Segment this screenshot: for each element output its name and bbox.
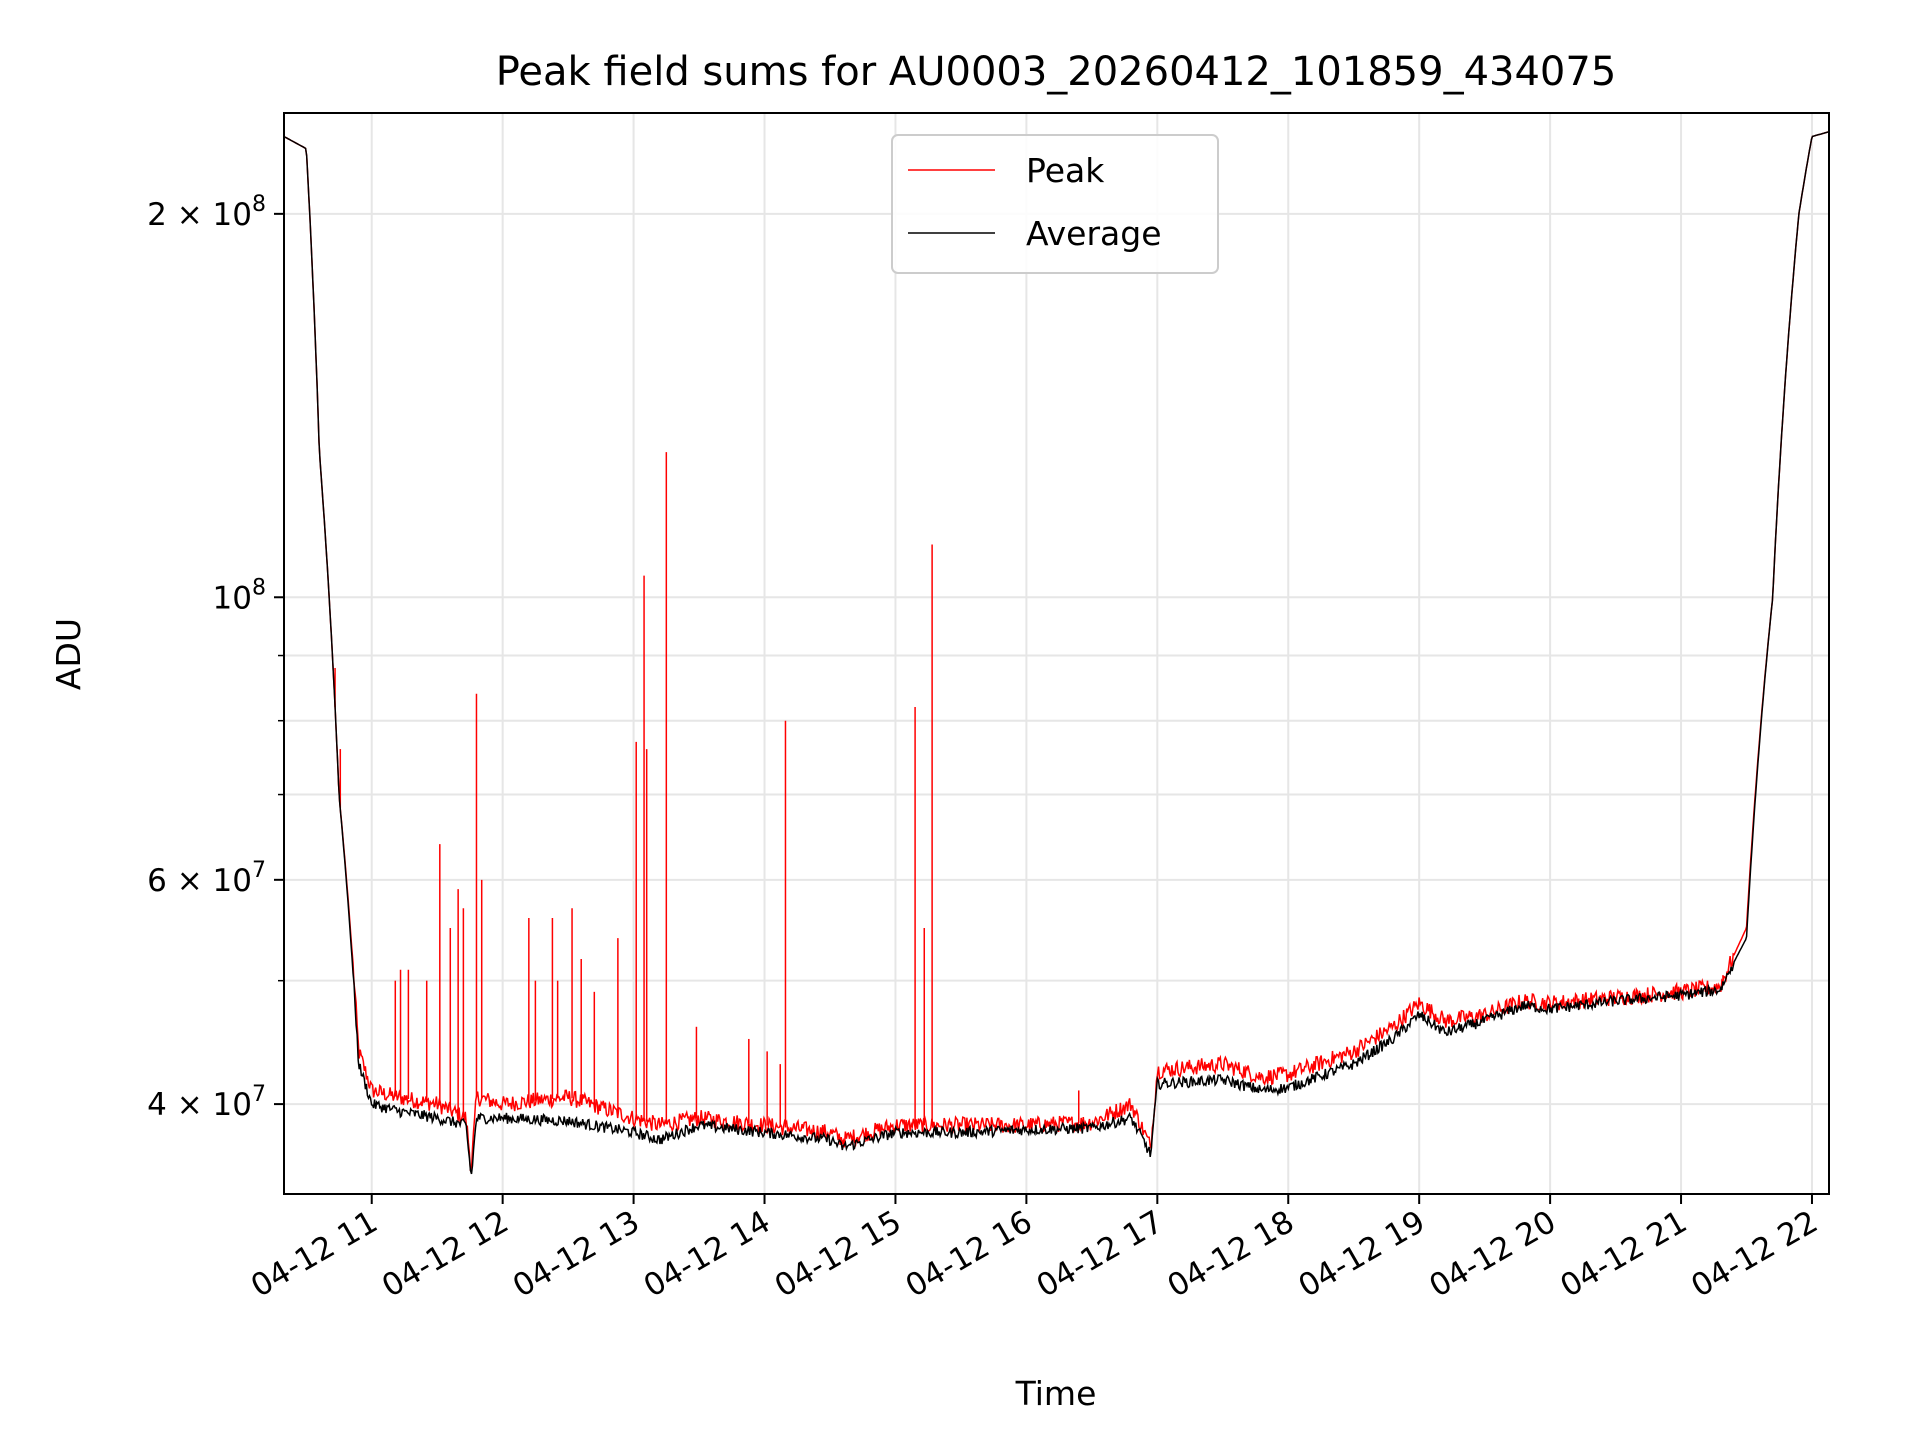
legend-label-average: Average xyxy=(1026,214,1162,253)
legend: Peak Average xyxy=(891,134,1219,274)
series-line-average xyxy=(283,131,1830,1175)
grid xyxy=(284,113,1829,1194)
x-tick-label: 04-12 19 xyxy=(1292,1204,1431,1305)
x-tick-label: 04-12 17 xyxy=(1031,1204,1170,1305)
x-tick-label: 04-12 16 xyxy=(900,1204,1039,1305)
x-tick-label: 04-12 13 xyxy=(507,1204,646,1305)
plot-series xyxy=(283,131,1830,1175)
legend-label-peak: Peak xyxy=(1026,151,1105,190)
chart-title: Peak field sums for AU0003_20260412_1018… xyxy=(496,49,1617,95)
y-tick-label: 6 × 107 xyxy=(147,858,266,899)
x-tick-label: 04-12 20 xyxy=(1423,1204,1562,1305)
plot-frame xyxy=(283,112,1830,1195)
y-tick-exponent: 8 xyxy=(252,575,266,600)
y-tick-mantissa: 10 xyxy=(213,580,252,616)
x-tick-label: 04-12 18 xyxy=(1162,1204,1301,1305)
y-tick-label: 108 xyxy=(213,575,266,616)
y-tick-exponent: 7 xyxy=(252,858,266,883)
y-tick-exponent: 7 xyxy=(252,1082,266,1107)
y-tick-mantissa: 2 × 10 xyxy=(147,197,252,233)
y-tick-mantissa: 6 × 10 xyxy=(147,863,252,899)
x-tick-label: 04-12 12 xyxy=(376,1204,515,1305)
y-axis-label: ADU xyxy=(49,618,88,690)
x-axis-label: Time xyxy=(1015,1374,1097,1413)
x-tick-label: 04-12 11 xyxy=(245,1204,384,1305)
series-line-peak xyxy=(283,131,1830,1171)
y-tick-label: 4 × 107 xyxy=(147,1082,266,1123)
y-tick-mantissa: 4 × 10 xyxy=(147,1087,252,1123)
y-tick-exponent: 8 xyxy=(252,192,266,217)
y-tick-label: 2 × 108 xyxy=(147,192,266,233)
x-tick-label: 04-12 14 xyxy=(638,1204,777,1305)
x-tick-label: 04-12 15 xyxy=(769,1204,908,1305)
x-tick-label: 04-12 21 xyxy=(1554,1204,1693,1305)
x-tick-label: 04-12 22 xyxy=(1685,1204,1824,1305)
